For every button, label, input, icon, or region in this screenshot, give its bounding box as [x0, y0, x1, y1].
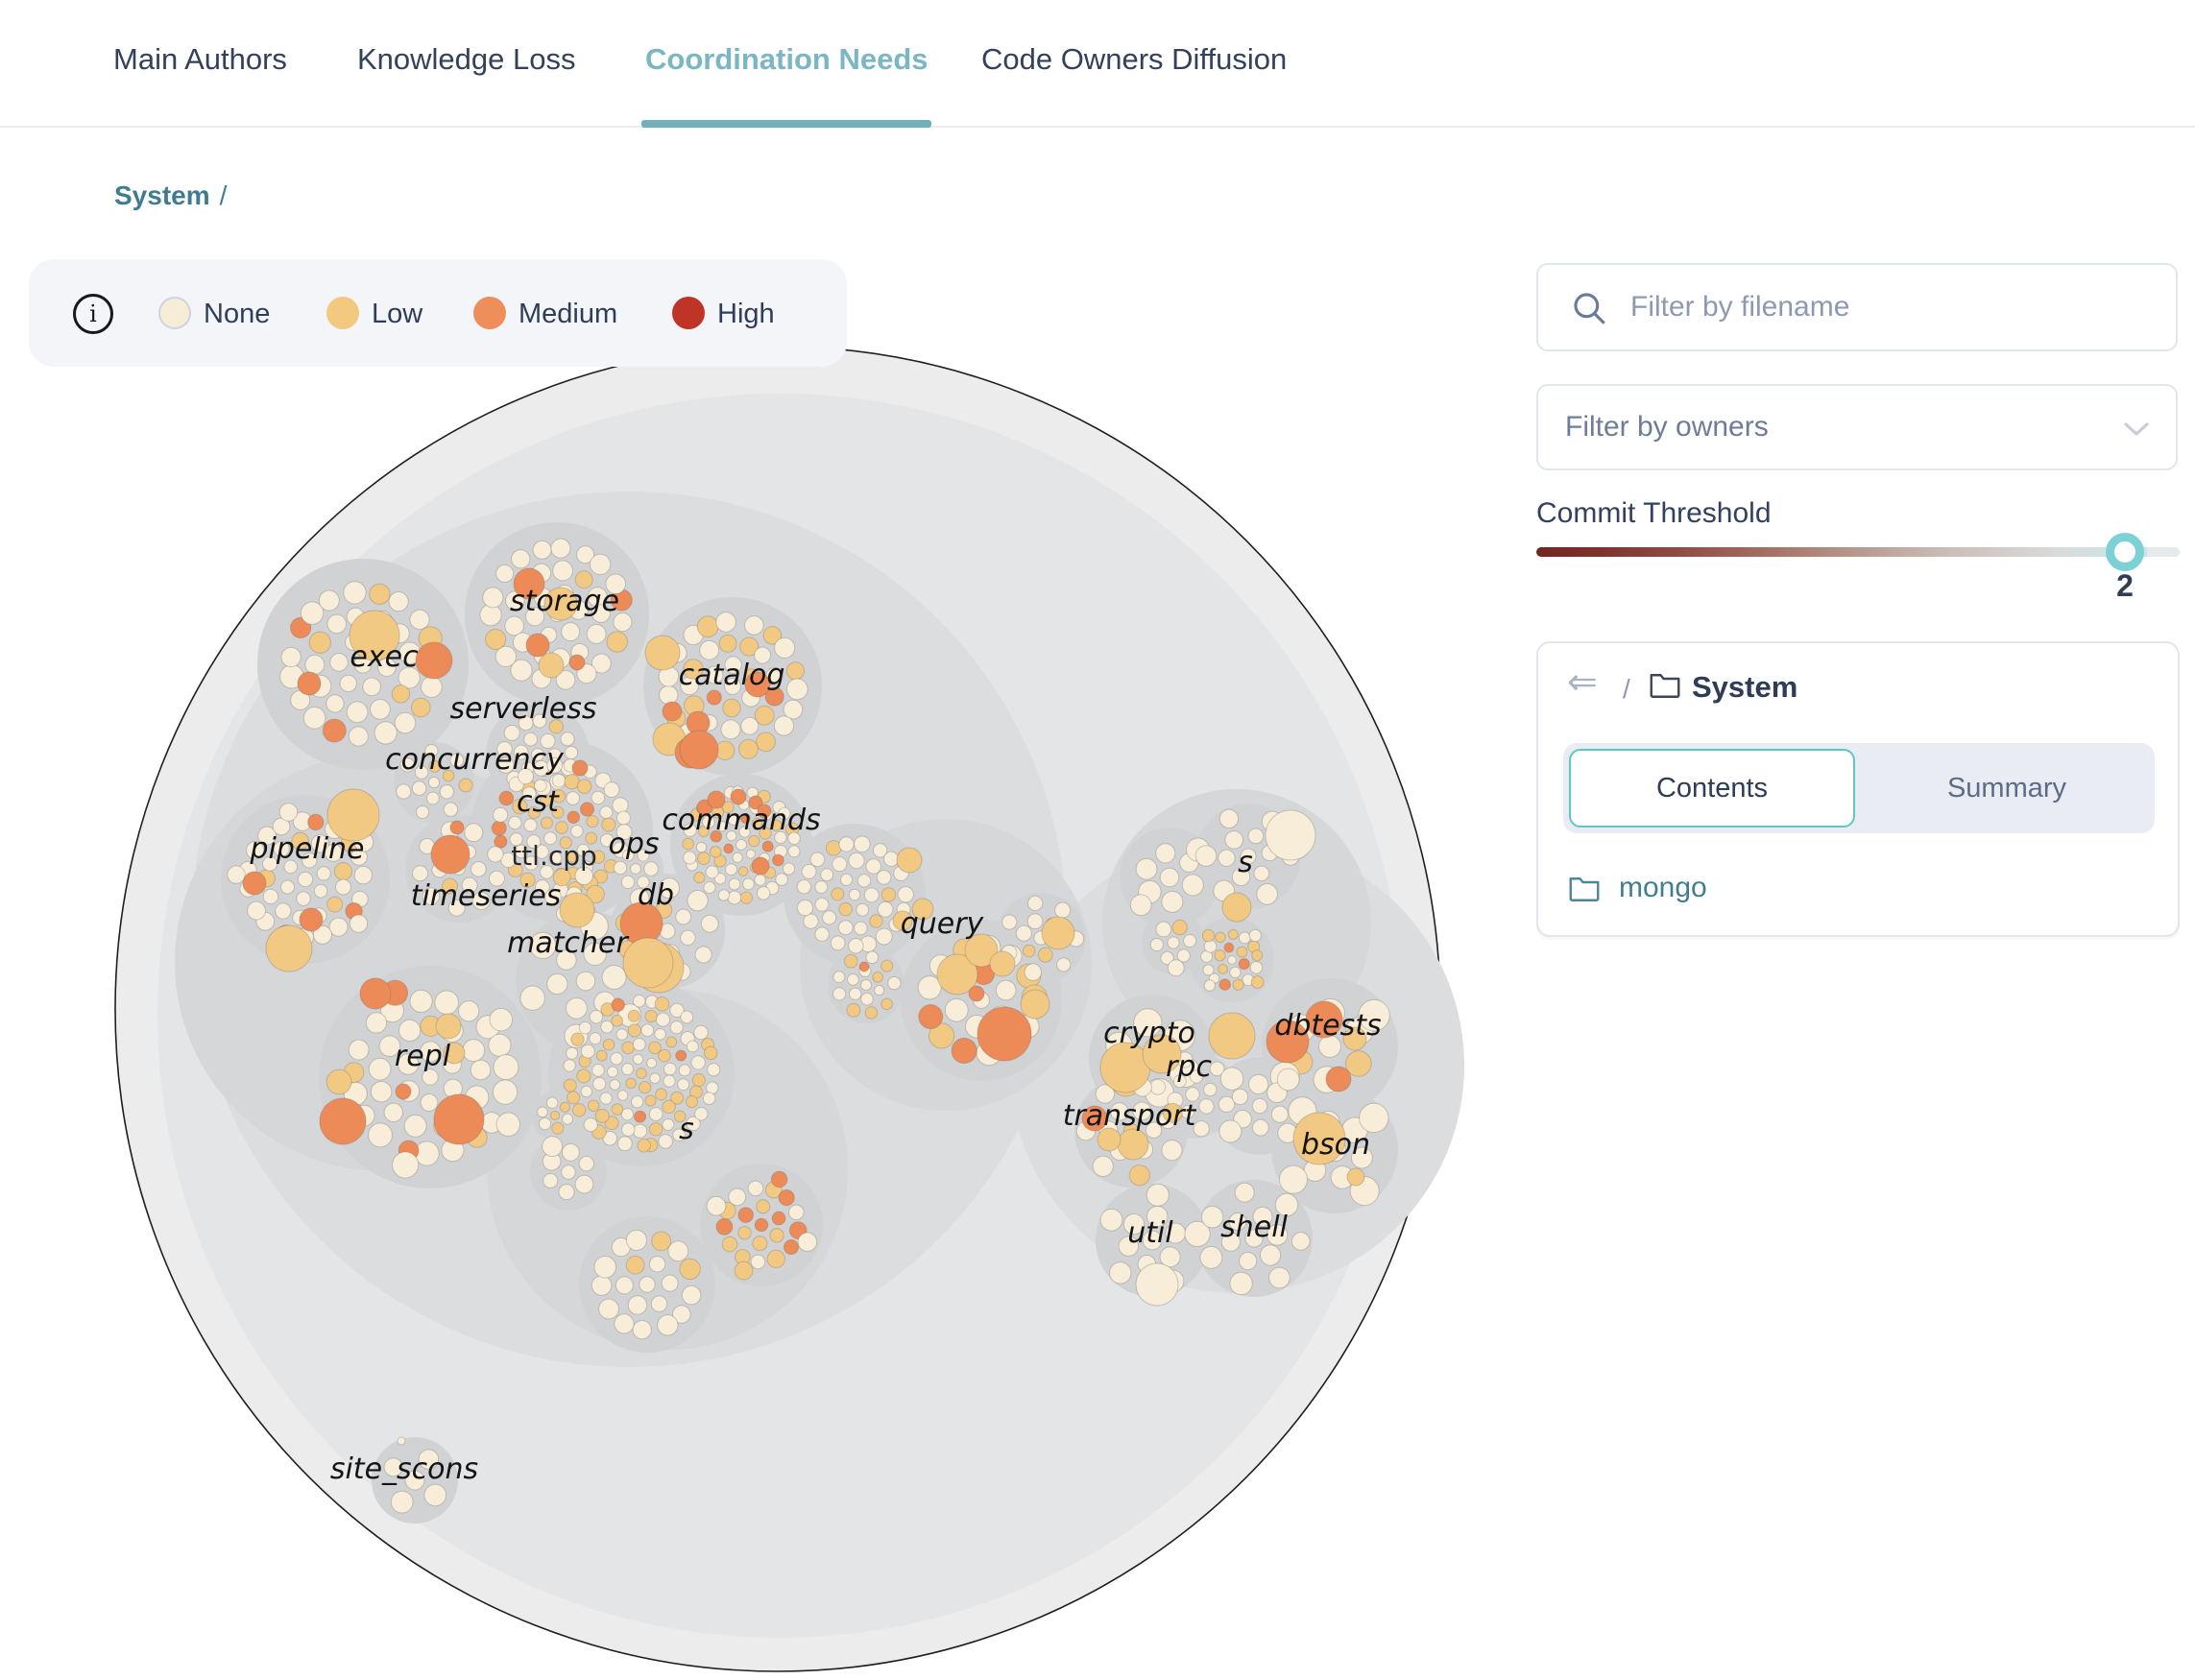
- legend-label-high: High: [717, 299, 775, 329]
- cluster-label: matcher: [507, 926, 629, 960]
- cluster-label: serverless: [449, 692, 596, 726]
- tab-contents[interactable]: Contents: [1569, 749, 1855, 828]
- cluster-label: commands: [662, 804, 820, 837]
- tab-coordination-needs[interactable]: Coordination Needs: [645, 42, 929, 76]
- owners-filter-select[interactable]: Filter by owners: [1536, 384, 2178, 470]
- cluster-label: util: [1127, 1216, 1173, 1250]
- cluster-label: crypto: [1103, 1017, 1195, 1050]
- cluster-label: cst: [517, 785, 560, 819]
- cluster-label: transport: [1063, 1099, 1197, 1133]
- cluster-label: shell: [1220, 1211, 1288, 1244]
- cluster-label: concurrency: [385, 743, 565, 777]
- tab-knowledge-loss[interactable]: Knowledge Loss: [357, 42, 576, 76]
- legend-dot-none: [158, 297, 191, 329]
- folder-name[interactable]: mongo: [1619, 872, 1707, 903]
- cluster-label: storage: [510, 585, 619, 618]
- cluster-label: query: [901, 907, 985, 941]
- cluster-label: dbtests: [1274, 1009, 1381, 1043]
- tab-main-authors[interactable]: Main Authors: [113, 42, 287, 76]
- folder-icon: [1650, 674, 1680, 698]
- card-tabs: Contents Summary: [1563, 743, 2155, 833]
- folder-icon: [1569, 877, 1600, 901]
- cluster-label: catalog: [679, 659, 785, 692]
- cluster-label: ops: [608, 828, 659, 861]
- cluster-label: repl: [395, 1040, 451, 1073]
- cluster-label: s: [679, 1113, 694, 1146]
- legend-dot-high: [672, 297, 705, 329]
- commit-threshold-value: 2: [2116, 568, 2134, 603]
- card-path-separator: /: [1623, 674, 1630, 704]
- list-item-mongo[interactable]: mongo: [1567, 872, 1707, 904]
- breadcrumb-root[interactable]: System: [114, 180, 210, 210]
- cluster-label: db: [638, 878, 674, 912]
- back-arrow-icon[interactable]: ⇐: [1567, 662, 1598, 703]
- slider-handle[interactable]: [2106, 533, 2144, 571]
- commit-threshold-label: Commit Threshold: [1536, 497, 1772, 529]
- folder-card: ⇐ / System Contents Summary mongo: [1536, 641, 2180, 937]
- legend-label-medium: Medium: [519, 299, 618, 329]
- cluster-label: pipeline: [249, 832, 364, 866]
- tab-summary[interactable]: Summary: [1946, 773, 2067, 804]
- commit-threshold-slider[interactable]: [1536, 533, 2180, 571]
- cluster-label: site_scons: [330, 1452, 478, 1486]
- legend-dot-low: [326, 297, 359, 329]
- owners-filter-placeholder: Filter by owners: [1565, 411, 1769, 443]
- card-title: System: [1692, 670, 1798, 704]
- info-icon[interactable]: i: [73, 294, 113, 334]
- filename-filter[interactable]: [1536, 263, 2178, 351]
- active-tab-underline: [641, 120, 931, 128]
- cluster-label: s: [1238, 846, 1253, 879]
- cluster-label: ttl.cpp: [511, 840, 597, 872]
- slider-track-tail: [2147, 547, 2180, 557]
- breadcrumb-separator: /: [219, 180, 228, 210]
- search-icon: [1574, 293, 1605, 324]
- legend-label-low: Low: [372, 299, 423, 329]
- cluster-label: timeseries: [411, 879, 562, 913]
- cluster-label: bson: [1301, 1128, 1370, 1162]
- legend-dot-medium: [473, 297, 506, 329]
- tabbar-divider: [0, 126, 2195, 128]
- legend: i None Low Medium High: [29, 259, 847, 367]
- breadcrumb[interactable]: System /: [114, 180, 227, 211]
- cluster-label: rpc: [1166, 1050, 1212, 1084]
- legend-label-none: None: [204, 299, 271, 329]
- chevron-down-icon: [2124, 422, 2149, 436]
- cluster-label: exec: [350, 640, 419, 674]
- tab-code-owners-diffusion[interactable]: Code Owners Diffusion: [981, 42, 1288, 76]
- filename-filter-input[interactable]: [1630, 265, 2149, 349]
